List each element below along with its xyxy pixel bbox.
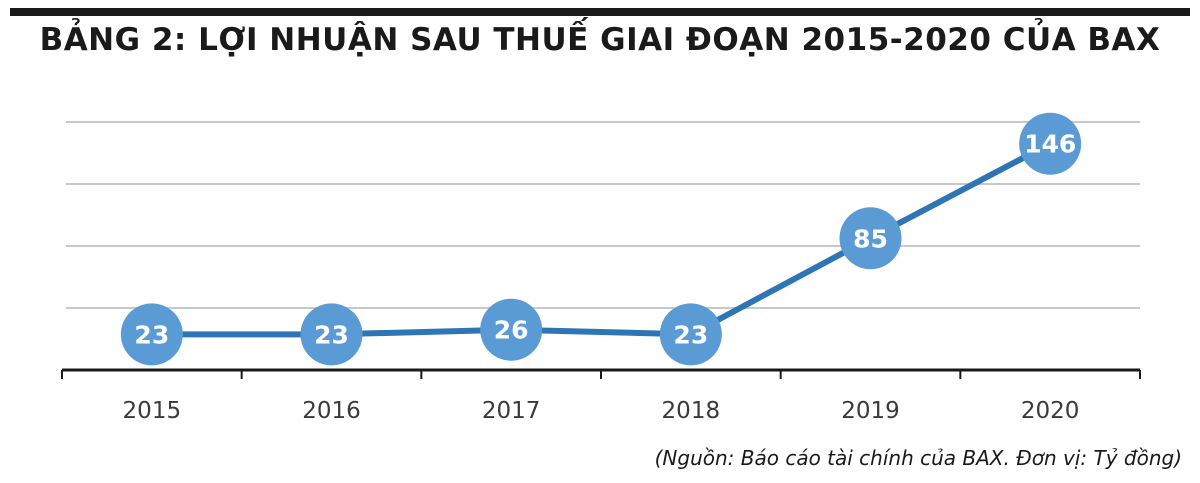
- data-point-marker: [1019, 112, 1082, 175]
- x-tick-label: 2019: [841, 398, 900, 424]
- data-label: 85: [853, 224, 888, 253]
- data-point-marker: [659, 303, 722, 366]
- data-label: 23: [673, 320, 708, 349]
- chart-title: BẢNG 2: LỢI NHUẬN SAU THUẾ GIAI ĐOẠN 201…: [39, 22, 1161, 58]
- x-tick-label: 2016: [302, 398, 361, 424]
- x-tick-label: 2018: [662, 398, 721, 424]
- data-label: 146: [1024, 130, 1076, 159]
- data-label: 26: [494, 316, 529, 345]
- source-note: (Nguồn: Báo cáo tài chính của BAX. Đơn v…: [654, 446, 1182, 470]
- data-point-marker: [300, 303, 363, 366]
- top-rule: [10, 8, 1190, 16]
- data-point-marker: [120, 303, 183, 366]
- data-point-marker: [480, 298, 543, 361]
- data-point-marker: [839, 207, 902, 270]
- x-tick-label: 2015: [123, 398, 182, 424]
- x-tick-label: 2020: [1021, 398, 1080, 424]
- series-line: [148, 140, 1054, 338]
- data-label: 23: [134, 320, 169, 349]
- x-tick-label: 2017: [482, 398, 541, 424]
- data-label: 23: [314, 320, 349, 349]
